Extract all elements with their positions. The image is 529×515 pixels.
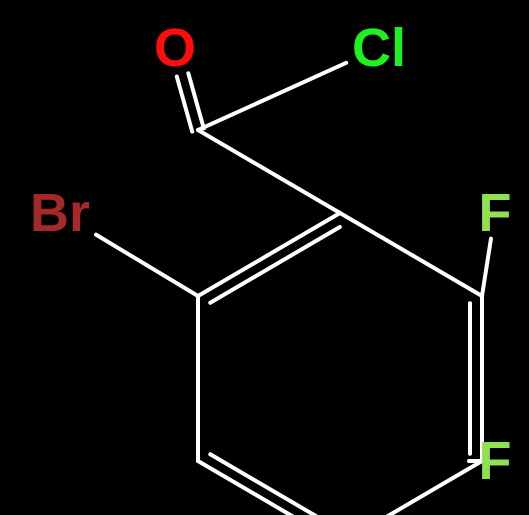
atom-label-o: O [154, 18, 196, 78]
atom-label-br: Br [30, 183, 90, 243]
chemical-structure-diagram: O Cl Br F F [0, 0, 529, 515]
atom-label-f: F [479, 183, 512, 243]
atom-label-cl: Cl [352, 18, 406, 78]
atom-label-f: F [479, 431, 512, 491]
